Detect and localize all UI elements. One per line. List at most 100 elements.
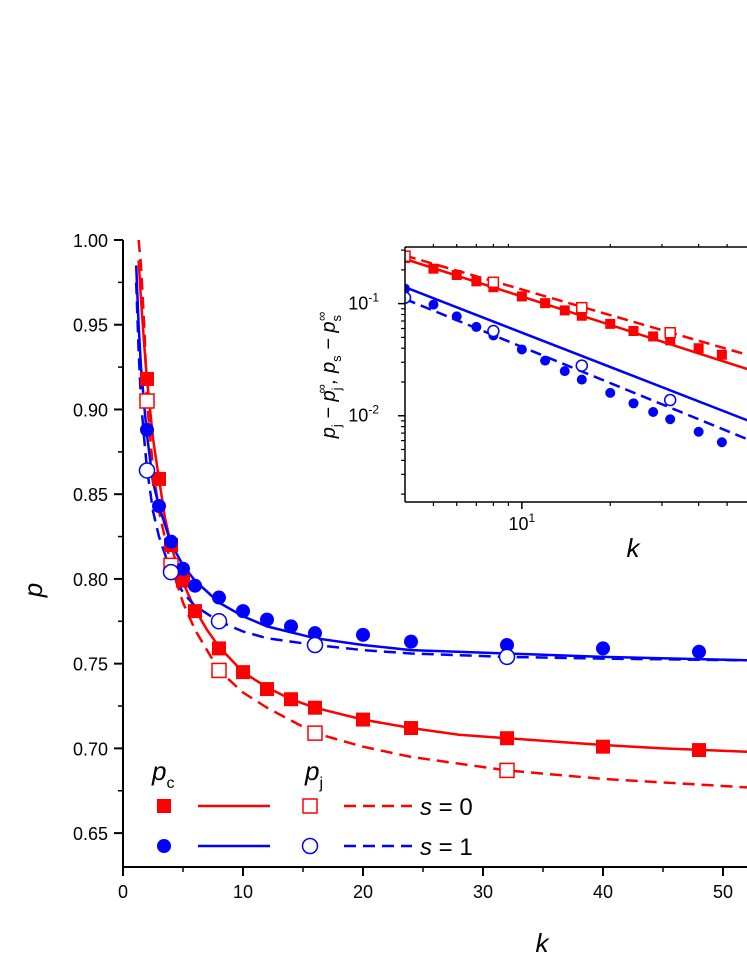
inset-s2-series-0-point-6 xyxy=(540,355,551,366)
inset-ylabel-part: j xyxy=(329,424,344,428)
main-s0-series-0-point-11 xyxy=(404,721,418,736)
main-s3-series-0-point-3 xyxy=(306,636,324,654)
inset-s7-series-0-line xyxy=(405,297,747,441)
main-s2-series-0-point-6 xyxy=(236,604,250,619)
inset-s2-series-0-point-11 xyxy=(648,406,659,417)
main-y-tick-label: 0.70 xyxy=(73,739,108,759)
inset-s2-series-0-point-1 xyxy=(428,299,439,310)
inset-s2-series-0-point-12 xyxy=(665,414,676,425)
inset-ylabel-part: s xyxy=(329,315,344,322)
inset-axes: 101 10-1 10-2 xyxy=(348,244,747,534)
legend-col2-p: p xyxy=(304,756,319,786)
main-s3-series-0-point-0 xyxy=(138,462,156,479)
inset-ylabel-part: − p xyxy=(318,390,340,424)
inset-s2-series-0-point-0 xyxy=(405,283,410,294)
main-plot: 0 10 20 30 40 50 0.65 0.70 0.75 0.80 0.85 0.90 0.95 1… xyxy=(18,231,747,958)
main-s2-series-0-point-12 xyxy=(500,638,514,653)
inset-s2-series-0-point-2 xyxy=(451,311,462,322)
main-y-tick-label: 0.65 xyxy=(73,824,108,844)
inset-ylabel-part: j xyxy=(329,387,344,391)
main-s0-series-0-point-9 xyxy=(308,700,322,715)
inset-y-tick-label: 10-1 xyxy=(348,291,379,314)
legend-row1-rest: = 0 xyxy=(432,794,473,821)
main-x-tick-label: 50 xyxy=(713,882,733,902)
legend-col1-sub: c xyxy=(166,775,174,792)
inset-ylabel-part: s xyxy=(329,355,344,362)
legend-col2-sub: j xyxy=(318,775,323,792)
legend-row2-rest: = 1 xyxy=(432,834,473,861)
legend-pj-s1-marker xyxy=(301,837,319,855)
inset-s3-series-0-point-0 xyxy=(405,291,412,304)
main-x-tick-label: 10 xyxy=(233,882,253,902)
main-x-tick-label: 20 xyxy=(353,882,373,902)
main-y-tick-label: 0.80 xyxy=(73,570,108,590)
main-s2-series-0-point-13 xyxy=(596,641,610,656)
legend-col2-title: pj xyxy=(304,756,323,792)
main-s1-series-0-point-2 xyxy=(211,662,227,679)
legend: pc pj s = 0 s = 1 xyxy=(151,756,473,861)
main-s2-series-0-point-0 xyxy=(140,422,154,437)
inset-s0-series-0-point-14 xyxy=(716,349,727,360)
inset-x-axis-label: k xyxy=(627,533,642,563)
main-x-axis-label: k xyxy=(536,928,551,958)
inset-ylabel-part: ∞ xyxy=(314,312,329,321)
inset-s0-series-0-point-1 xyxy=(428,263,439,274)
main-s0-series-0-point-10 xyxy=(356,712,370,727)
inset-s4-series-0-line xyxy=(405,257,747,371)
legend-row2-label: s = 1 xyxy=(420,834,473,861)
main-y-tick-label: 1.00 xyxy=(73,231,108,251)
legend-pc-s1-marker xyxy=(157,839,171,853)
inset-s1-series-0-point-2 xyxy=(576,301,588,314)
main-s2-series-0-point-9 xyxy=(308,626,322,641)
legend-row1-label: s = 0 xyxy=(420,794,473,821)
inset-s0-series-0-point-9 xyxy=(605,318,616,329)
main-s0-series-0-point-4 xyxy=(188,604,202,619)
main-s1-series-0-point-4 xyxy=(499,762,515,779)
inset-s0-series-0-point-8 xyxy=(576,310,587,321)
inset-s2-series-0-point-7 xyxy=(559,366,570,377)
inset-s3-series-0-point-3 xyxy=(663,393,677,407)
main-s0-series-0-point-8 xyxy=(284,692,298,707)
main-y-tick-label: 0.95 xyxy=(73,316,108,336)
inset-y-axis-label: pj − pj∞, ps − ps∞ xyxy=(314,312,344,440)
inset-s0-series-0-point-3 xyxy=(471,276,482,287)
inset-ylabel-part: − p xyxy=(318,322,340,356)
legend-col1-title: pc xyxy=(151,756,174,792)
inset-s1-series-0-point-1 xyxy=(487,276,500,289)
inset-s0-series-0-point-10 xyxy=(628,325,639,336)
main-s0-series-0-point-3 xyxy=(176,573,190,588)
inset-s0-series-0-point-5 xyxy=(516,291,527,302)
main-s0-series-0-point-14 xyxy=(692,743,706,758)
main-s3-series-0-point-2 xyxy=(210,613,228,630)
main-s0-series-0-point-12 xyxy=(500,731,514,746)
legend-pc-s0-marker xyxy=(157,799,171,813)
main-s0-series-0-point-5 xyxy=(212,641,226,656)
inset-s0-series-0-point-7 xyxy=(559,305,570,316)
main-s1-series-0-point-3 xyxy=(307,725,323,741)
inset-s0-series-0-point-12 xyxy=(665,335,676,346)
inset-ylabel-part: , p xyxy=(318,362,340,384)
inset-s0-series-0-point-6 xyxy=(540,298,551,309)
main-s2-series-0-point-2 xyxy=(164,534,178,549)
inset-s2-series-0-point-13 xyxy=(693,426,704,437)
inset-s6-series-0-line xyxy=(405,286,747,422)
inset-s2-series-0-point-8 xyxy=(576,374,587,385)
inset-s1-series-0-point-3 xyxy=(664,326,676,339)
inset-ylabel-part: ∞ xyxy=(314,384,329,393)
main-s3-series-0-point-4 xyxy=(498,648,516,666)
main-s5-series-0-line xyxy=(137,240,747,789)
main-s0-series-0-point-7 xyxy=(260,682,274,697)
main-y-tick-label: 0.85 xyxy=(73,485,108,505)
main-s2-series-0-point-8 xyxy=(284,619,298,634)
legend-row2-s: s xyxy=(420,834,432,861)
main-x-tick-label: 30 xyxy=(473,882,493,902)
main-s2-series-0-point-11 xyxy=(404,634,418,649)
main-y-tick-label: 0.90 xyxy=(73,400,108,420)
inset-s2-series-0-point-5 xyxy=(516,344,527,355)
main-s2-series-0-point-4 xyxy=(188,578,202,593)
main-s0-series-0-point-0 xyxy=(140,371,154,386)
inset-background xyxy=(405,247,747,502)
inset-s0-series-0-point-2 xyxy=(451,270,462,281)
inset-s0-series-0-point-11 xyxy=(648,331,659,342)
